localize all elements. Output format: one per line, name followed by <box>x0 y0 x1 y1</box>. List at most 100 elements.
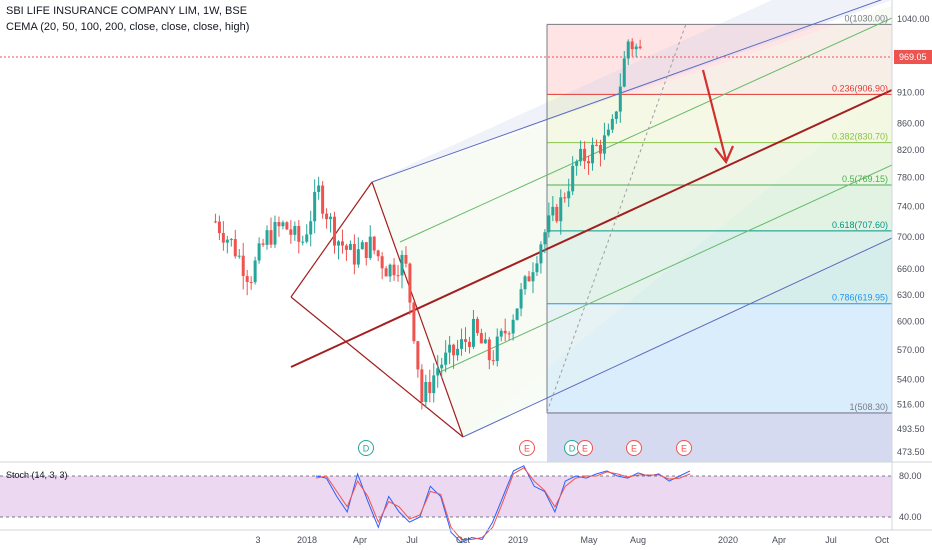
candle-body[interactable] <box>559 197 563 222</box>
candle-body[interactable] <box>436 368 440 376</box>
candle-body[interactable] <box>360 242 364 250</box>
candle-body[interactable] <box>551 206 555 216</box>
candle-body[interactable] <box>460 339 464 349</box>
event-marker[interactable]: E <box>577 440 593 456</box>
candle-body[interactable] <box>237 255 241 257</box>
candle-body[interactable] <box>563 197 567 199</box>
candle-body[interactable] <box>225 239 229 243</box>
candle-body[interactable] <box>253 260 257 283</box>
candle-body[interactable] <box>408 263 412 303</box>
candle-body[interactable] <box>376 250 380 257</box>
candle-body[interactable] <box>575 161 579 166</box>
candle-body[interactable] <box>602 135 606 154</box>
candle-body[interactable] <box>622 58 626 87</box>
candle-body[interactable] <box>273 222 277 245</box>
candle-body[interactable] <box>380 256 384 269</box>
price-axis[interactable]: 1040.00 910.00 860.00 820.00 780.00 740.00 700… <box>897 14 930 457</box>
candle-body[interactable] <box>507 333 511 335</box>
candle-body[interactable] <box>229 239 233 241</box>
candle-body[interactable] <box>404 254 408 264</box>
candle-body[interactable] <box>344 245 348 250</box>
candle-body[interactable] <box>233 239 237 257</box>
candle-body[interactable] <box>281 222 285 227</box>
candle-body[interactable] <box>428 382 432 394</box>
candle-body[interactable] <box>499 330 503 337</box>
candle-body[interactable] <box>412 302 416 342</box>
candle-body[interactable] <box>634 46 638 50</box>
candle-body[interactable] <box>555 206 559 222</box>
candle-body[interactable] <box>519 289 523 309</box>
candle-body[interactable] <box>245 276 249 282</box>
candle-body[interactable] <box>348 244 352 250</box>
candle-body[interactable] <box>539 244 543 264</box>
candle-body[interactable] <box>511 319 515 334</box>
time-axis[interactable]: 3 2018 Apr Jul Oct 2019 May Aug 2020 Apr Jul Oct <box>255 535 889 545</box>
candle-body[interactable] <box>217 221 221 234</box>
event-marker[interactable]: E <box>676 440 692 456</box>
candle-body[interactable] <box>495 336 499 362</box>
candle-body[interactable] <box>467 341 471 347</box>
candle-body[interactable] <box>424 382 428 402</box>
event-marker[interactable]: D <box>358 440 374 456</box>
candle-body[interactable] <box>452 344 456 356</box>
candle-body[interactable] <box>368 236 372 259</box>
candle-body[interactable] <box>543 232 547 245</box>
candle-body[interactable] <box>448 344 452 353</box>
candle-body[interactable] <box>567 191 571 199</box>
event-marker[interactable]: E <box>626 440 642 456</box>
candle-body[interactable] <box>547 215 551 233</box>
candle-body[interactable] <box>213 221 217 223</box>
candle-body[interactable] <box>527 276 531 282</box>
candle-body[interactable] <box>606 129 610 136</box>
candle-body[interactable] <box>309 221 313 235</box>
candle-body[interactable] <box>352 244 356 265</box>
candle-body[interactable] <box>487 339 491 361</box>
down-arrow-annotation[interactable] <box>701 69 735 165</box>
candle-body[interactable] <box>305 234 309 242</box>
candle-body[interactable] <box>630 41 634 50</box>
candle-body[interactable] <box>591 144 595 164</box>
candle-body[interactable] <box>626 41 630 59</box>
candle-body[interactable] <box>416 341 420 370</box>
candle-body[interactable] <box>491 360 495 362</box>
candle-body[interactable] <box>483 339 487 344</box>
candle-body[interactable] <box>333 216 337 246</box>
candle-body[interactable] <box>297 226 301 242</box>
candle-body[interactable] <box>317 185 321 192</box>
candle-body[interactable] <box>610 118 614 130</box>
candle-body[interactable] <box>594 144 598 146</box>
candle-body[interactable] <box>440 364 444 369</box>
candle-body[interactable] <box>289 229 293 235</box>
candle-body[interactable] <box>384 268 388 277</box>
candlesticks[interactable] <box>213 38 642 410</box>
candle-body[interactable] <box>598 145 602 154</box>
candle-body[interactable] <box>400 254 404 276</box>
candle-body[interactable] <box>285 222 289 230</box>
candle-body[interactable] <box>356 249 360 265</box>
candle-body[interactable] <box>523 276 527 290</box>
candle-body[interactable] <box>479 333 483 344</box>
candle-body[interactable] <box>638 46 642 49</box>
candle-body[interactable] <box>503 330 507 334</box>
candle-body[interactable] <box>535 263 539 273</box>
candle-body[interactable] <box>456 348 460 356</box>
candle-body[interactable] <box>265 230 269 245</box>
candle-body[interactable] <box>444 352 448 365</box>
candle-body[interactable] <box>583 148 587 162</box>
candle-body[interactable] <box>614 111 618 119</box>
candle-body[interactable] <box>579 148 583 162</box>
candle-body[interactable] <box>587 161 591 164</box>
candle-body[interactable] <box>571 165 575 192</box>
candle-body[interactable] <box>340 241 344 246</box>
candle-body[interactable] <box>241 255 245 277</box>
candle-body[interactable] <box>475 318 479 334</box>
candle-body[interactable] <box>313 191 317 222</box>
event-marker[interactable]: D <box>564 440 580 456</box>
candle-body[interactable] <box>515 308 519 320</box>
candle-body[interactable] <box>420 369 424 402</box>
candle-body[interactable] <box>257 243 261 261</box>
candle-body[interactable] <box>471 318 475 347</box>
candle-body[interactable] <box>325 213 329 220</box>
